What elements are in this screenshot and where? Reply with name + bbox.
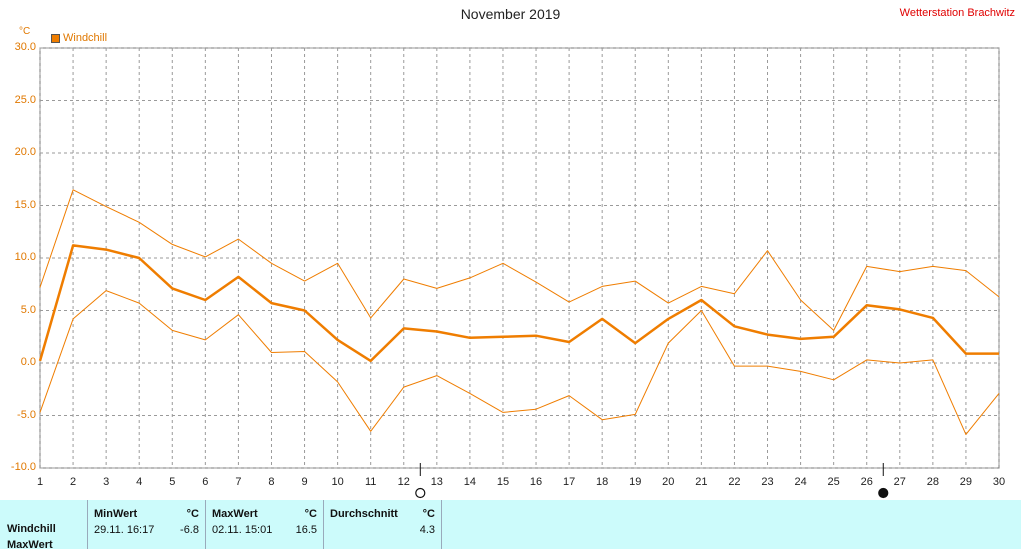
x-tick-label: 25 (827, 476, 840, 488)
plot-background (39, 47, 1000, 469)
x-tick-label: 11 (364, 476, 377, 488)
min-value: -6.8 (180, 524, 199, 536)
legend: Windchill (51, 32, 107, 44)
x-tick-label: 23 (761, 476, 774, 488)
full-moon-icon (415, 487, 426, 499)
y-tick-label: 30.0 (14, 41, 36, 53)
y-tick-label: 5.0 (20, 303, 36, 316)
station-name: Wetterstation Brachwitz (899, 7, 1015, 19)
y-tick-label: 10.0 (14, 251, 36, 263)
x-tick-label: 12 (397, 476, 410, 488)
summary-row-label: MaxWert (7, 539, 53, 549)
summary-table: Windchill MaxWert MinWert °C 29.11. 16:1… (0, 500, 1021, 549)
max-header: MaxWert (212, 508, 258, 520)
y-tick-label: -5.0 (17, 408, 36, 421)
x-tick-label: 2 (70, 476, 77, 488)
x-tick-label: 22 (728, 476, 741, 488)
x-tick-label: 16 (529, 476, 543, 488)
x-tick-label: 10 (331, 476, 344, 488)
chart-title: November 2019 (460, 6, 561, 22)
x-tick-label: 5 (169, 476, 176, 488)
x-tick-label: 7 (235, 476, 242, 488)
x-tick-label: 1 (36, 476, 44, 488)
series-line-minwert (39, 290, 1000, 435)
x-tick-label: 26 (860, 476, 873, 488)
series-line-maxwert (39, 189, 1000, 331)
y-unit-label: °C (19, 26, 31, 37)
y-tick-label: 25.0 (14, 93, 36, 106)
x-tick-label: 30 (992, 476, 1006, 488)
avg-value: 4.3 (419, 524, 435, 536)
summary-max-column: MaxWert °C 02.11. 15:01 16.5 (206, 500, 324, 549)
x-tick-label: 20 (662, 476, 675, 488)
summary-label-column: Windchill MaxWert (0, 500, 88, 549)
min-unit: °C (186, 508, 199, 520)
x-tick-label: 3 (103, 476, 110, 488)
chart-area (38, 47, 1000, 499)
x-tick-label: 9 (301, 476, 308, 488)
y-tick-label: 0.0 (20, 356, 36, 368)
max-unit: °C (304, 508, 317, 520)
x-tick-label: 24 (794, 476, 807, 488)
legend-swatch (51, 33, 60, 43)
avg-unit: °C (422, 508, 435, 520)
summary-min-column: MinWert °C 29.11. 16:17 -6.8 (88, 500, 206, 549)
x-tick-label: 21 (695, 476, 708, 488)
x-tick-label: 19 (629, 476, 642, 488)
avg-header: Durchschnitt (330, 508, 398, 520)
x-tick-label: 4 (136, 476, 143, 488)
y-tick-label: -10.0 (10, 461, 36, 473)
x-tick-label: 8 (268, 476, 275, 488)
moon-markers (415, 463, 889, 499)
x-tick-label: 18 (596, 476, 609, 488)
x-tick-label: 15 (496, 476, 510, 488)
x-tick-label: 29 (959, 476, 973, 488)
series-line-windchill (38, 244, 999, 363)
x-tick-label: 27 (893, 476, 906, 488)
y-tick-label: 20.0 (14, 146, 36, 158)
x-tick-label: 17 (562, 476, 576, 488)
x-tick-label: 13 (430, 476, 443, 488)
y-tick-label: 15.0 (14, 198, 36, 211)
min-header: MinWert (94, 508, 138, 520)
x-tick-label: 28 (926, 476, 939, 488)
min-time: 29.11. 16:17 (94, 524, 155, 536)
x-tick-label: 14 (463, 476, 477, 488)
max-time: 02.11. 15:01 (212, 524, 273, 536)
max-value: 16.5 (295, 524, 317, 536)
legend-label: Windchill (63, 32, 108, 44)
new-moon-icon (878, 487, 889, 499)
summary-row-label: Windchill (7, 523, 56, 535)
x-tick-label: 6 (202, 476, 209, 488)
series-group (38, 189, 1000, 435)
summary-avg-column: Durchschnitt °C 4.3 (324, 500, 442, 549)
